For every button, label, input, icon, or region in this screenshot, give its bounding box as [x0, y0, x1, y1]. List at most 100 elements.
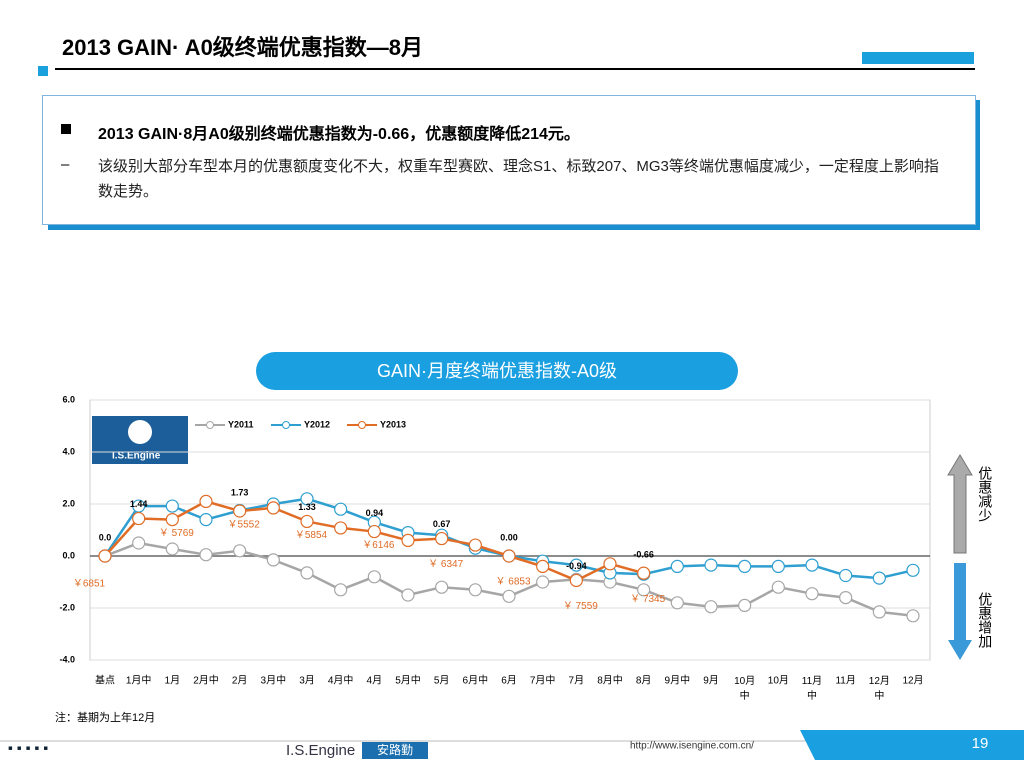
point [536, 575, 550, 589]
page-number: 19 [972, 735, 989, 752]
x-tick-label: 11月 [835, 675, 855, 687]
point [334, 583, 348, 597]
footer-band [800, 730, 1024, 760]
price-label: ￥ 6853 [495, 577, 530, 588]
point [839, 590, 853, 605]
x-tick-label: 3月 [299, 675, 315, 687]
x-tick-label: 6月 [501, 675, 517, 687]
point [165, 499, 179, 513]
point [233, 504, 247, 518]
x-tick-label: 5月 [434, 675, 450, 687]
x-tick-label-line: 中 [874, 689, 884, 702]
x-tick-label-line: 中 [740, 689, 750, 702]
price-label: ￥6851 [73, 579, 106, 590]
footer-cn-box [362, 742, 428, 759]
point [670, 596, 684, 610]
data-label: 0.94 [366, 508, 384, 518]
point [872, 605, 886, 619]
point [839, 568, 853, 583]
x-tick-label-line: 中 [807, 689, 817, 702]
note: 注：基期为上年12月 [55, 712, 156, 724]
point [334, 521, 348, 535]
point [805, 558, 819, 572]
x-tick-label-line: 12月 [869, 675, 890, 687]
summary-box: 2013 GAIN·8月A0级别终端优惠指数为-0.66，优惠额度降低214元。… [42, 95, 976, 225]
price-label: ￥ 7345 [630, 594, 665, 605]
point [367, 570, 381, 584]
data-label: 1.73 [231, 487, 249, 497]
x-tick-label: 2月 [232, 675, 248, 687]
up-arrow [947, 454, 973, 554]
point [300, 492, 314, 506]
x-tick-label: 7月 [569, 675, 585, 687]
point [132, 536, 146, 550]
point [637, 566, 651, 580]
data-label: 0.0 [99, 532, 112, 542]
x-tick-label: 5月中 [395, 674, 421, 687]
point [300, 566, 314, 580]
point [468, 583, 482, 597]
title-rule [55, 68, 975, 70]
point [435, 580, 449, 594]
y-tick-label: 4.0 [62, 446, 75, 456]
y-tick-label: 0.0 [62, 550, 75, 560]
slide-title: 2013 GAIN· A0级终端优惠指数—8月 [62, 35, 424, 60]
point [704, 558, 718, 572]
x-tick-label: 2月中 [193, 674, 219, 687]
point [165, 512, 179, 527]
point [502, 589, 516, 603]
x-tick-label: 12月 [902, 675, 923, 687]
price-label: ￥ 7559 [563, 601, 598, 612]
x-tick-label: 1月中 [126, 674, 152, 687]
legend-marker [282, 421, 290, 429]
x-tick-label: 6月中 [463, 674, 489, 687]
point [771, 580, 785, 594]
x-tick-label: 8月中 [597, 674, 623, 687]
price-label: ￥ 5769 [159, 528, 194, 539]
price-label: ￥6146 [362, 540, 395, 551]
point [199, 494, 213, 508]
point [435, 531, 449, 546]
y-tick-label: 2.0 [62, 498, 75, 508]
logo-text: I.S.Engine [112, 451, 161, 462]
summary-headline: 2013 GAIN·8月A0级别终端优惠指数为-0.66，优惠额度降低214元。 [98, 126, 580, 143]
point [872, 571, 886, 585]
data-label: 0.67 [433, 519, 451, 529]
legend-label: Y2013 [380, 419, 406, 429]
point [771, 559, 785, 574]
x-tick-label: 1月 [165, 675, 181, 687]
data-label: 1.33 [298, 502, 316, 512]
x-tick-label: 9月中 [665, 674, 691, 687]
summary-detail: 该级别大部分车型本月的优惠额度变化不大，权重车型赛欧、理念S1、标致207、MG… [98, 158, 939, 200]
x-tick-label: 3月中 [261, 674, 287, 687]
x-tick-label: 8月 [636, 675, 652, 687]
logo: I.S.Engine [92, 416, 188, 464]
point [401, 588, 415, 602]
legend-marker [358, 421, 366, 429]
footer-brand-cn: 安路勤 [377, 742, 413, 757]
point [738, 598, 752, 613]
point [704, 600, 718, 614]
down-arrow [948, 563, 972, 660]
point [199, 512, 213, 527]
point [367, 524, 381, 539]
point [98, 549, 112, 563]
point [536, 559, 550, 574]
point [334, 502, 348, 516]
title-square [38, 66, 48, 76]
y-tick-label: -2.0 [59, 602, 75, 612]
x-tick-label: 7月中 [530, 674, 556, 687]
title-bar [862, 52, 974, 64]
footer-dots: ▪ ▪ ▪ ▪ ▪ [8, 740, 48, 756]
chart-title: GAIN·月度终端优惠指数-A0级 [377, 361, 617, 381]
point [670, 559, 684, 574]
side-label-down: 优惠增加 [977, 592, 993, 649]
x-tick-label: 11月中 [802, 675, 822, 702]
data-label: 1.44 [130, 499, 148, 509]
x-tick-label: 10月 [768, 675, 789, 687]
x-tick-label: 10月中 [734, 675, 755, 702]
point [401, 533, 415, 548]
bullet [61, 124, 71, 134]
point [165, 542, 179, 556]
